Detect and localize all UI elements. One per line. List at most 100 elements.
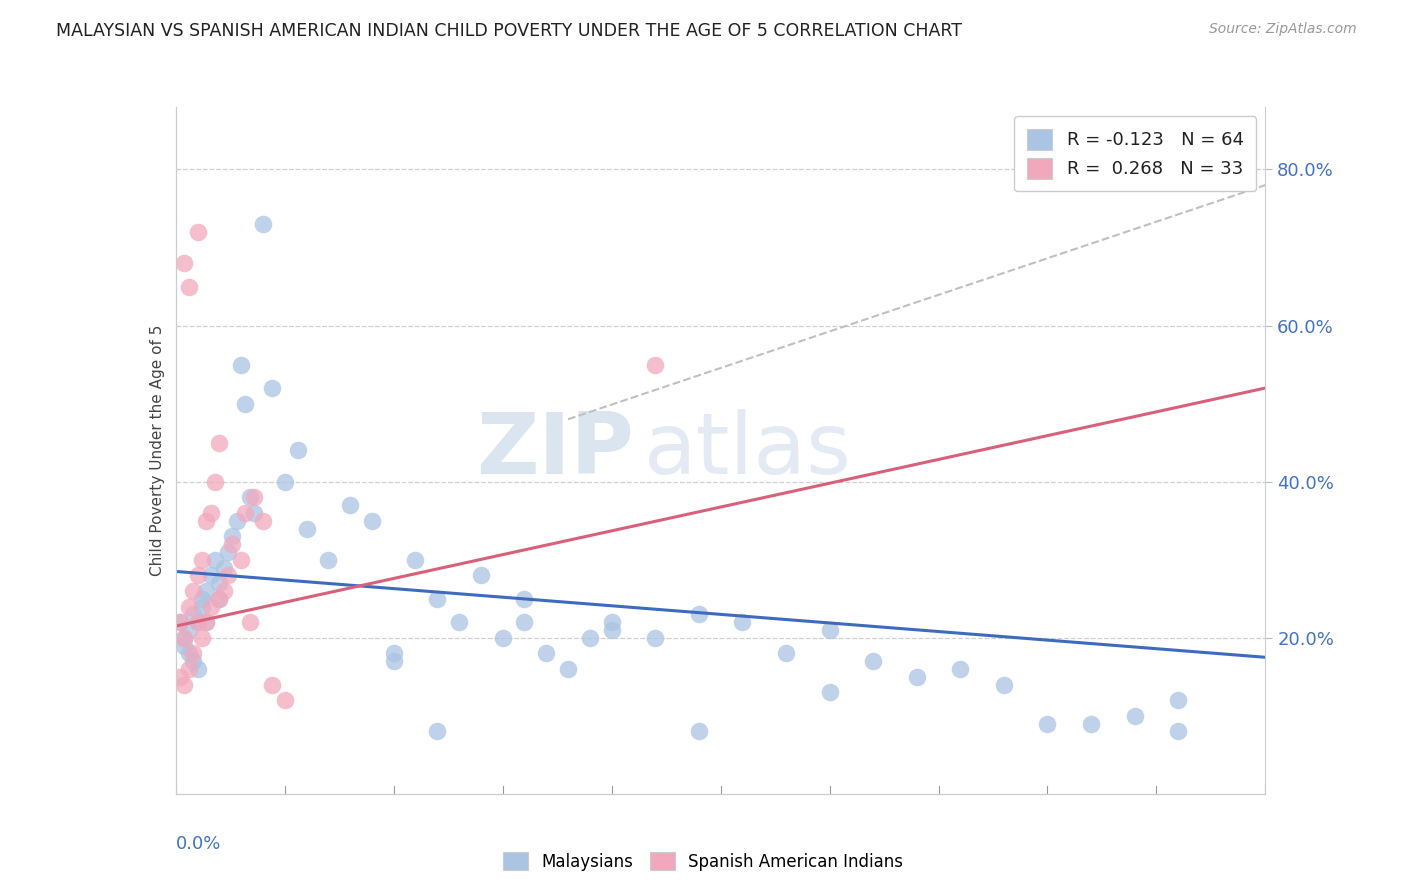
Point [1080,716,1102,731]
Point [1167,724,1189,739]
Point [470,568,492,582]
Point [200,506,222,520]
Point [260,381,283,395]
Point [212,560,235,574]
Point [360,514,382,528]
Point [181,607,204,622]
Point [534,646,557,660]
Point [173,678,195,692]
Point [731,615,754,630]
Point [195,615,218,630]
Point [557,662,579,676]
Point [600,623,623,637]
Point [775,646,797,660]
Point [217,568,239,582]
Point [208,591,231,606]
Point [204,475,226,489]
Point [318,552,340,567]
Point [513,591,536,606]
Point [204,552,226,567]
Point [208,576,231,591]
Legend: Malaysians, Spanish American Indians: Malaysians, Spanish American Indians [495,844,911,880]
Text: atlas: atlas [644,409,852,492]
Text: Source: ZipAtlas.com: Source: ZipAtlas.com [1209,22,1357,37]
Point [235,396,257,410]
Point [688,607,710,622]
Y-axis label: Child Poverty Under the Age of 5: Child Poverty Under the Age of 5 [149,325,165,576]
Point [217,545,239,559]
Point [579,631,602,645]
Point [181,654,204,668]
Point [191,599,214,614]
Point [186,615,209,630]
Point [426,591,449,606]
Point [208,435,231,450]
Point [295,521,318,535]
Point [644,631,666,645]
Point [1167,693,1189,707]
Point [231,358,253,372]
Point [243,490,266,504]
Point [186,568,209,582]
Point [200,568,222,582]
Point [191,552,214,567]
Point [949,662,972,676]
Point [200,599,222,614]
Point [191,591,214,606]
Point [186,225,209,239]
Point [195,615,218,630]
Point [287,443,309,458]
Point [225,514,247,528]
Text: 0.0%: 0.0% [176,835,221,853]
Point [186,662,209,676]
Point [447,615,470,630]
Point [382,646,405,660]
Point [231,552,253,567]
Point [177,646,200,660]
Point [252,217,274,231]
Point [235,506,257,520]
Point [173,256,195,270]
Point [405,552,427,567]
Point [208,591,231,606]
Point [173,639,195,653]
Point [1036,716,1059,731]
Point [195,583,218,598]
Point [221,529,243,543]
Point [426,724,449,739]
Point [492,631,515,645]
Point [274,693,297,707]
Point [239,490,262,504]
Point [243,506,266,520]
Point [177,623,200,637]
Point [260,678,283,692]
Point [169,615,191,630]
Point [186,615,209,630]
Point [169,670,191,684]
Point [382,654,405,668]
Legend: R = -0.123   N = 64, R =  0.268   N = 33: R = -0.123 N = 64, R = 0.268 N = 33 [1014,116,1257,191]
Point [191,631,214,645]
Point [1123,708,1146,723]
Point [274,475,297,489]
Text: ZIP: ZIP [475,409,633,492]
Point [239,615,262,630]
Point [818,685,841,699]
Point [818,623,841,637]
Point [862,654,884,668]
Point [181,583,204,598]
Point [195,514,218,528]
Point [169,615,191,630]
Point [177,279,200,293]
Point [221,537,243,551]
Point [181,646,204,660]
Point [212,583,235,598]
Point [993,678,1015,692]
Text: MALAYSIAN VS SPANISH AMERICAN INDIAN CHILD POVERTY UNDER THE AGE OF 5 CORRELATIO: MALAYSIAN VS SPANISH AMERICAN INDIAN CHI… [56,22,962,40]
Point [252,514,274,528]
Point [600,615,623,630]
Point [905,670,928,684]
Point [688,724,710,739]
Point [339,498,361,512]
Point [513,615,536,630]
